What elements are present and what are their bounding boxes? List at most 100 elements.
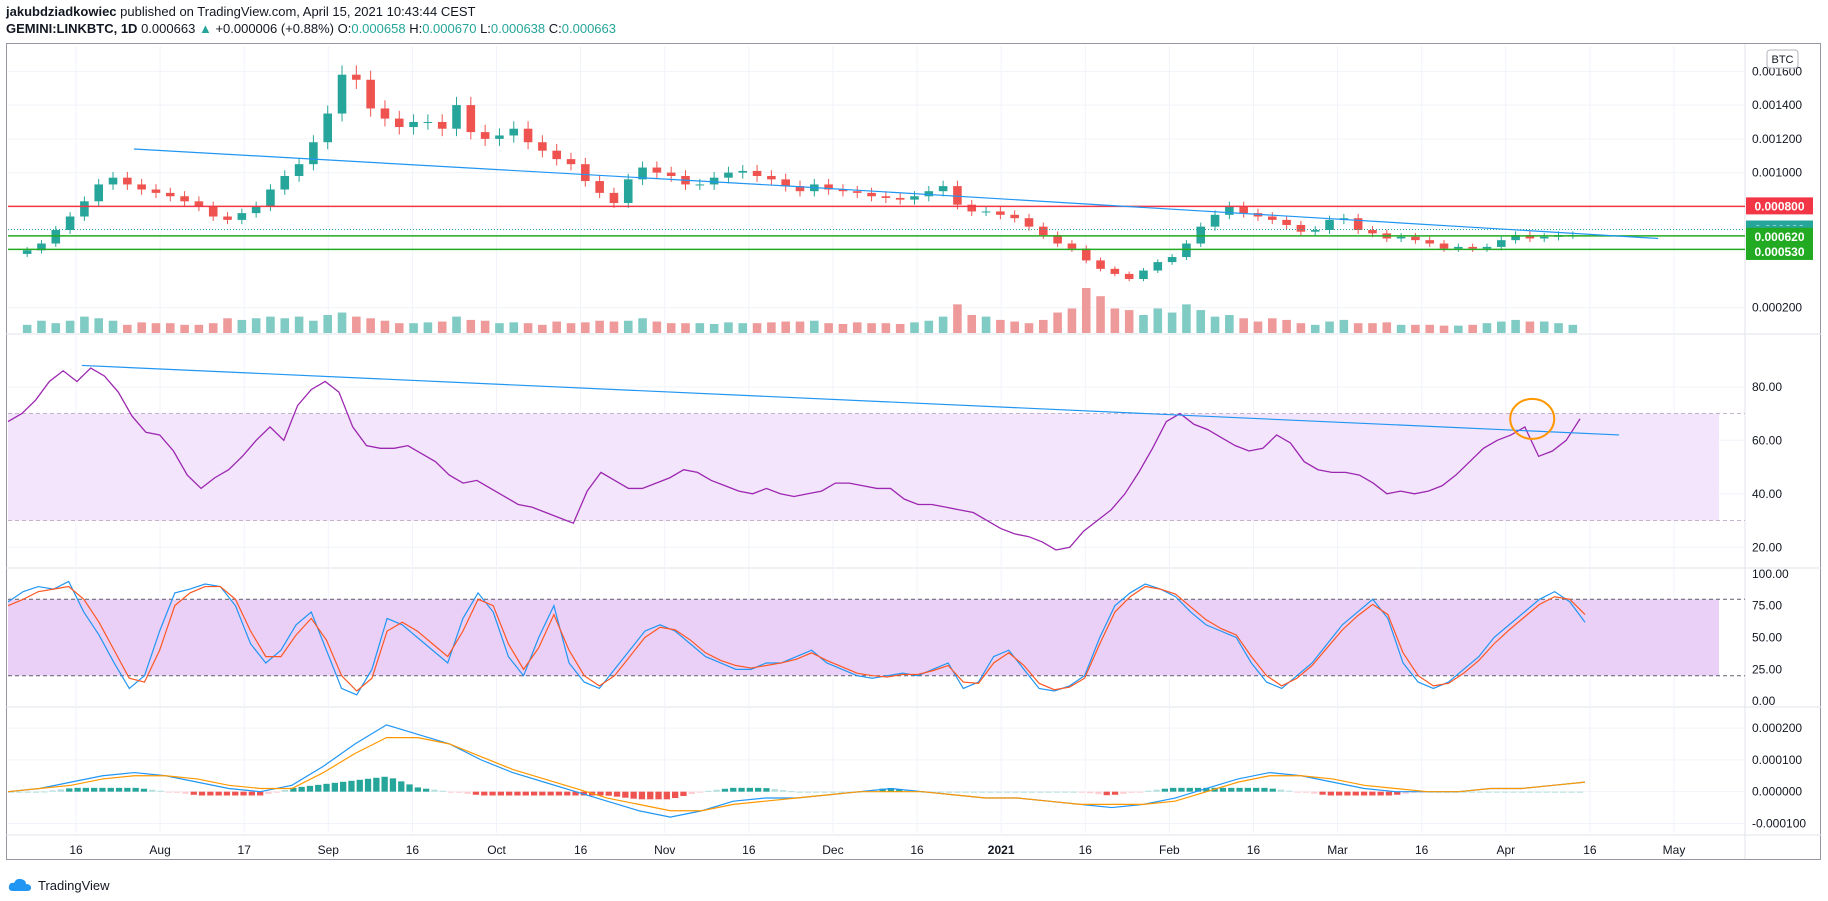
x-tick-label: 16 <box>1415 843 1429 857</box>
tradingview-cloud-icon <box>8 878 31 891</box>
volume-bar <box>495 323 504 333</box>
macd-histogram-bar <box>1352 791 1359 796</box>
macd-histogram-bar <box>174 791 181 793</box>
candle-body <box>123 177 132 185</box>
candle-body <box>1454 246 1463 249</box>
candle-body <box>924 191 934 197</box>
rsi-band <box>8 413 1719 521</box>
macd-histogram-bar <box>99 787 106 792</box>
macd-histogram-bar <box>1020 791 1027 793</box>
macd-histogram-bar <box>381 776 388 792</box>
candle-body <box>552 150 561 160</box>
macd-histogram-bar <box>472 791 480 795</box>
volume-bar <box>910 322 919 333</box>
stoch-axis-label: 75.00 <box>1752 599 1782 613</box>
volume-bar <box>767 322 776 333</box>
macd-histogram-bar <box>190 791 197 795</box>
volume-bar <box>1539 321 1549 333</box>
candle-body <box>1039 226 1048 236</box>
macd-histogram-bar <box>1261 787 1268 792</box>
currency-badge[interactable]: BTC <box>1766 49 1799 69</box>
macd-histogram-bar <box>1319 791 1326 795</box>
volume-bar <box>681 323 690 333</box>
volume-bar <box>1167 312 1177 333</box>
volume-bar <box>595 320 604 333</box>
candle-body <box>1511 235 1520 241</box>
candle-body <box>1239 206 1248 214</box>
macd-histogram-bar <box>1244 787 1251 792</box>
volume-bar <box>1382 322 1392 333</box>
candle-body <box>767 175 776 180</box>
candle-body <box>581 164 590 182</box>
footer-brand-text: TradingView <box>38 877 110 893</box>
price-axis-label: 0.001400 <box>1752 98 1802 112</box>
volume-bar <box>967 315 977 333</box>
volume-bar <box>294 316 304 333</box>
candle-body <box>409 121 418 128</box>
stoch-axis-label: 100.00 <box>1752 567 1789 581</box>
macd-histogram-bar <box>240 791 247 796</box>
candle-body <box>967 204 977 212</box>
candle-body <box>337 74 347 114</box>
candle-body <box>495 135 504 139</box>
candle-body <box>1396 236 1406 239</box>
x-tick-label: 16 <box>1583 843 1597 857</box>
macd-histogram-bar <box>207 791 214 796</box>
macd-histogram-bar <box>796 791 803 793</box>
ohlc-line: GEMINI:LINKBTC, 1D 0.000663 ▲ +0.000006 … <box>6 21 616 36</box>
symbol-label[interactable]: GEMINI:LINKBTC, 1D <box>6 21 138 36</box>
candle-body <box>1425 240 1435 244</box>
volume-bar <box>466 319 476 333</box>
candle-body <box>1310 230 1320 232</box>
x-tick-label: 17 <box>238 843 252 857</box>
volume-bar <box>824 323 833 333</box>
stoch-axis-label: 0.00 <box>1752 694 1776 708</box>
author-name[interactable]: jakubdziadkowiec <box>6 4 117 19</box>
macd-histogram-bar <box>290 787 297 792</box>
candle-body <box>938 186 948 192</box>
macd-histogram-bar <box>298 786 305 792</box>
price-tag <box>1746 242 1813 260</box>
candle-body <box>1496 240 1506 247</box>
macd-histogram-bar <box>1120 791 1127 794</box>
volume-bar <box>37 320 46 333</box>
macd-histogram-bar <box>937 791 944 793</box>
high-value: 0.000670 <box>422 21 477 36</box>
rsi-axis-label: 80.00 <box>1752 380 1782 394</box>
footer-brand[interactable]: TradingView <box>8 875 110 895</box>
macd-histogram-bar <box>1518 791 1525 793</box>
candle-body <box>22 250 32 254</box>
volume-bar <box>208 323 218 333</box>
x-tick-label: Feb <box>1159 843 1180 857</box>
candle-body <box>1353 218 1363 231</box>
volume-bar <box>1339 319 1349 333</box>
candle-body <box>380 108 390 119</box>
macd-histogram-bar <box>804 791 812 793</box>
macd-histogram-bar <box>331 782 338 792</box>
volume-bar <box>251 318 261 333</box>
macd-histogram-bar <box>1004 791 1011 793</box>
macd-histogram-bar <box>481 791 488 796</box>
candle-body <box>1282 219 1291 225</box>
macd-histogram-bar <box>265 791 272 794</box>
close-value: 0.000663 <box>561 21 616 36</box>
macd-histogram-bar <box>1402 791 1409 794</box>
chart-frame <box>6 43 1821 860</box>
candle-body <box>1110 268 1120 274</box>
volume-bar <box>1139 315 1148 333</box>
volume-bar <box>1482 323 1492 333</box>
candle-body <box>1225 206 1234 215</box>
x-tick-label: May <box>1663 843 1686 857</box>
volume-bar <box>1196 310 1206 333</box>
macd-histogram-bar <box>979 791 986 793</box>
volume-bar <box>80 316 89 333</box>
macd-signal-line <box>7 737 1586 812</box>
macd-histogram-bar <box>215 791 222 796</box>
macd-histogram-bar <box>1070 791 1077 793</box>
macd-histogram-bar <box>431 789 438 792</box>
volume-bar <box>123 324 132 333</box>
volume-bar <box>1310 324 1320 333</box>
macd-histogram-bar <box>389 778 397 792</box>
candle-body <box>94 184 104 202</box>
